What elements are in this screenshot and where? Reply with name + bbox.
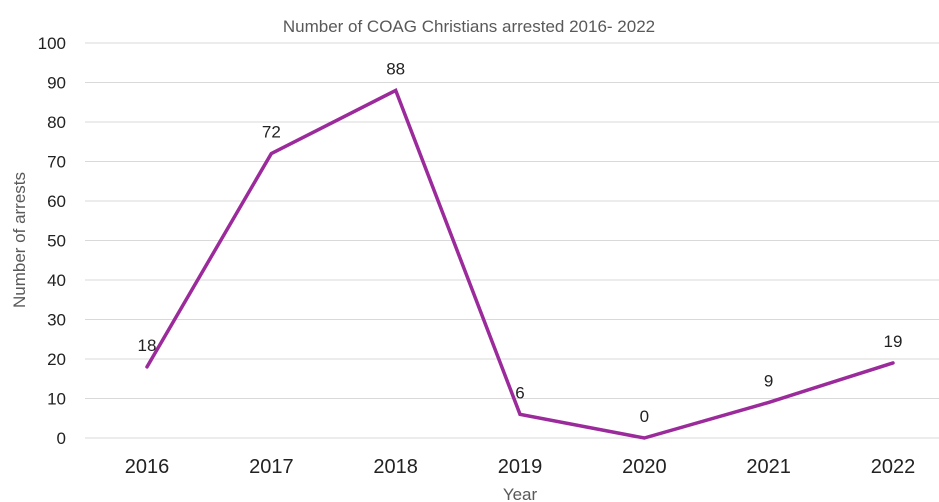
- y-tick-label: 0: [57, 429, 66, 448]
- data-label: 6: [515, 383, 524, 402]
- y-tick-label: 100: [38, 34, 66, 53]
- y-tick-label: 90: [47, 74, 66, 93]
- data-label: 72: [262, 123, 281, 142]
- y-tick-label: 30: [47, 311, 66, 330]
- x-axis-ticks: 2016 2017 2018 2019 2020 2021 2022: [125, 456, 916, 478]
- x-tick-label: 2018: [373, 456, 418, 478]
- x-tick-label: 2016: [125, 456, 170, 478]
- x-tick-label: 2021: [746, 456, 791, 478]
- x-tick-label: 2019: [498, 456, 543, 478]
- data-label: 9: [764, 371, 773, 390]
- chart-title: Number of COAG Christians arrested 2016-…: [283, 17, 655, 36]
- series-layer: [145, 87, 895, 440]
- y-tick-label: 40: [47, 271, 66, 290]
- x-tick-label: 2022: [871, 456, 916, 478]
- y-tick-label: 80: [47, 113, 66, 132]
- data-label: 18: [138, 336, 157, 355]
- x-tick-label: 2017: [249, 456, 294, 478]
- y-tick-label: 70: [47, 153, 66, 172]
- data-label: 88: [386, 59, 405, 78]
- gridlines: [85, 42, 939, 439]
- y-tick-label: 50: [47, 232, 66, 251]
- data-label: 0: [640, 407, 649, 426]
- data-label: 19: [884, 332, 903, 351]
- y-axis-ticks: 0 10 20 30 40 50 60 70 80 90 100: [38, 34, 66, 448]
- x-tick-label: 2020: [622, 456, 667, 478]
- y-tick-label: 10: [47, 390, 66, 409]
- y-tick-label: 60: [47, 192, 66, 211]
- y-axis-title: Number of arrests: [10, 172, 29, 308]
- x-axis-title: Year: [503, 485, 538, 502]
- data-labels: 18 72 88 6 0 9 19: [138, 59, 903, 426]
- y-tick-label: 20: [47, 350, 66, 369]
